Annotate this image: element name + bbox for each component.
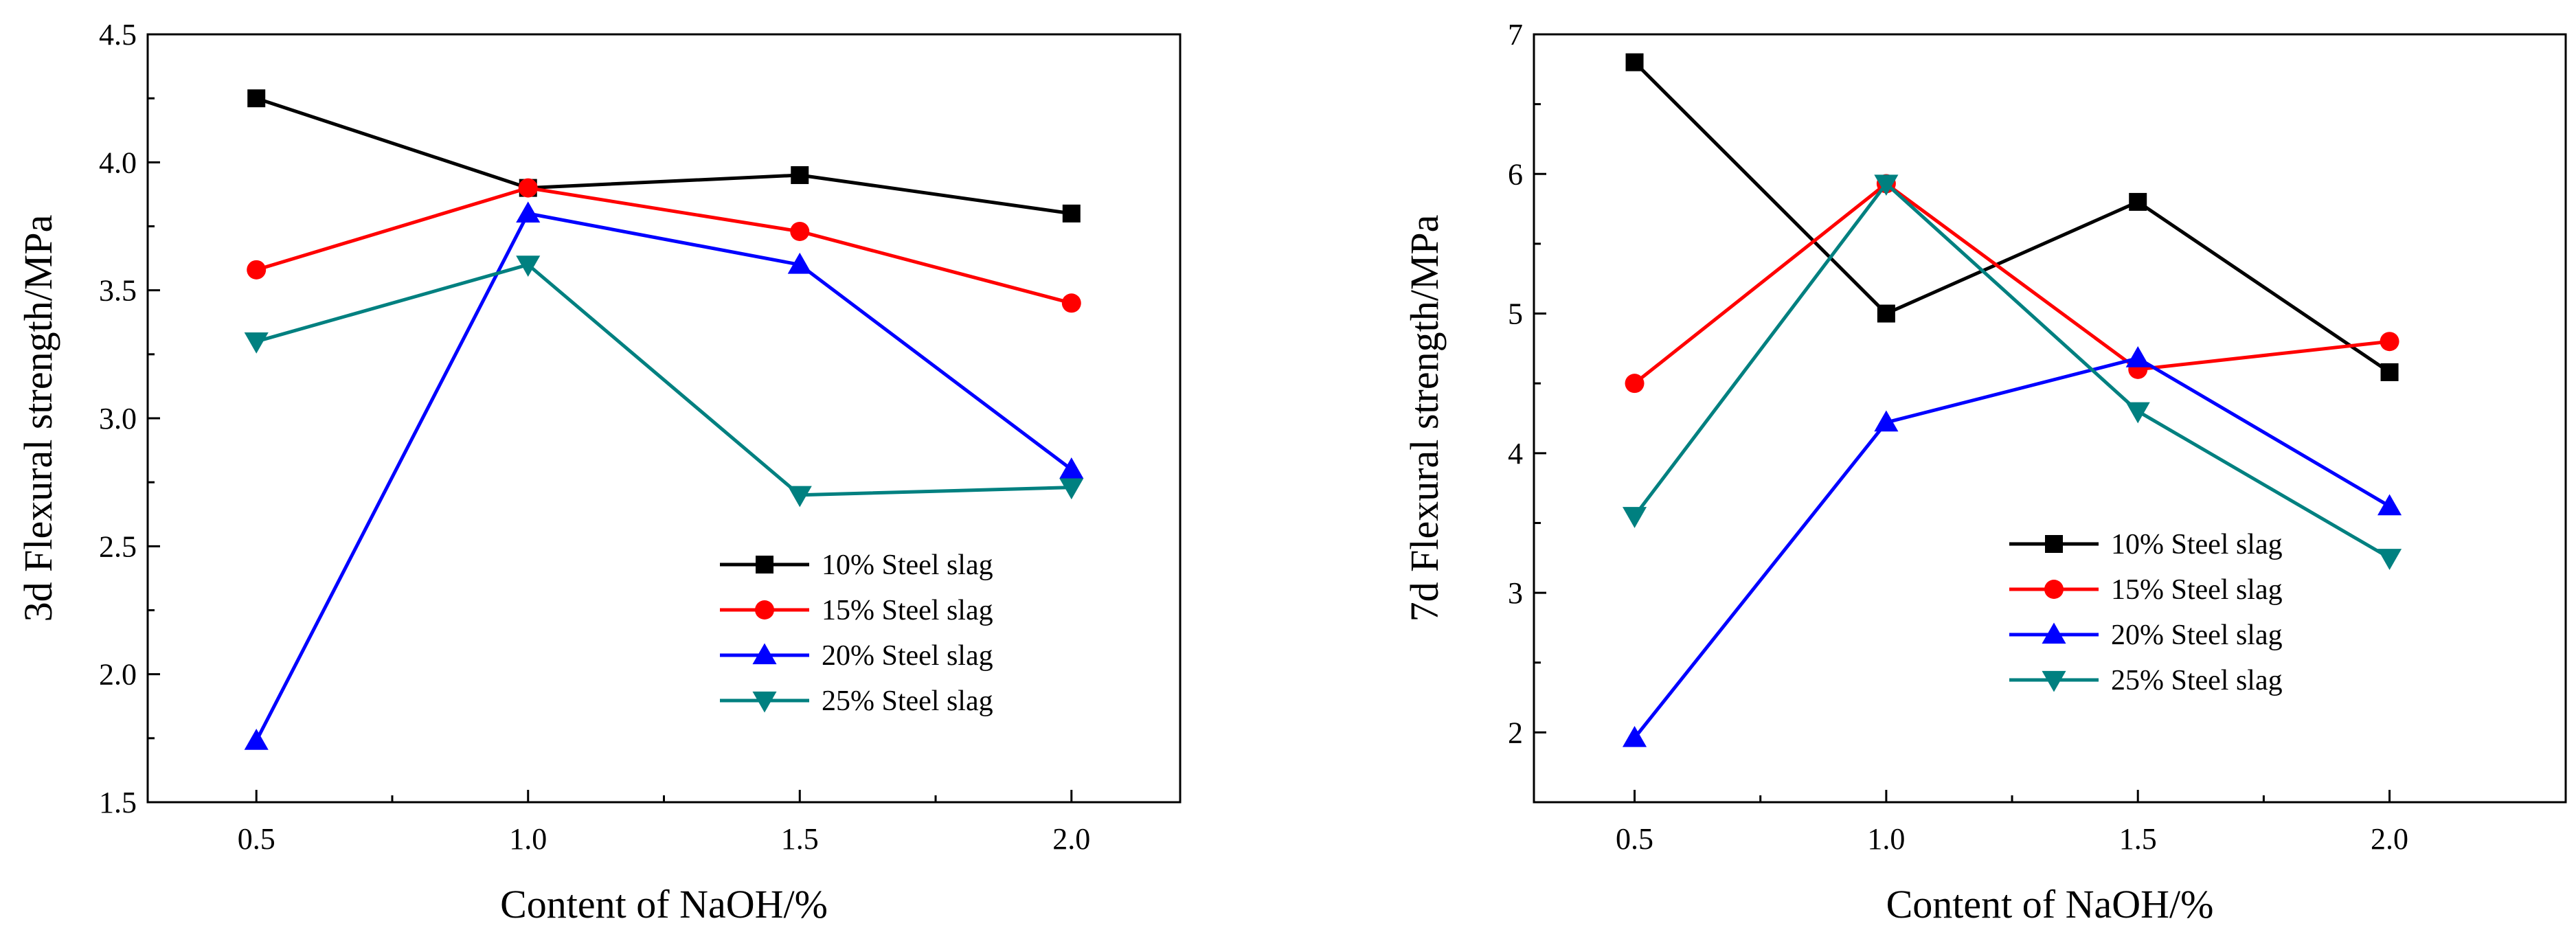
y-tick-label: 1.5 <box>99 786 137 819</box>
y-tick-label: 2.5 <box>99 530 137 563</box>
data-point <box>2377 494 2402 516</box>
y-tick-label: 2.0 <box>99 658 137 692</box>
y-tick-label: 2 <box>1508 716 1523 749</box>
legend: 10% Steel slag 15% Steel slag 20% Steel sl… <box>720 549 993 717</box>
series-line <box>256 186 1072 305</box>
data-point <box>516 201 541 223</box>
legend-label: 20% Steel slag <box>822 640 993 672</box>
series-line <box>1633 182 2391 560</box>
x-tick-label: 2.0 <box>1052 822 1090 856</box>
legend-label: 10% Steel slag <box>2111 529 2283 560</box>
x-tick-label: 1.5 <box>781 822 819 856</box>
series-1 <box>1625 53 2399 381</box>
data-point <box>516 255 541 277</box>
series-2 <box>1625 174 2399 394</box>
y-tick-label: 3.5 <box>99 274 137 308</box>
legend-marker <box>2042 670 2066 692</box>
chart-7d-flexural-strength: 0.5 1.0 1.5 2.0 2 3 4 5 6 7 Content of NaOH/% 7d Fl… <box>1402 18 2567 927</box>
legend-marker <box>752 643 777 665</box>
data-point <box>1062 204 1081 223</box>
plot-frame <box>146 33 1182 804</box>
plot-frame <box>1533 33 2567 804</box>
x-tick-label: 1.0 <box>1867 822 1905 856</box>
y-tick-label: 3.0 <box>99 402 137 435</box>
legend-marker <box>2045 535 2063 553</box>
legend-label: 15% Steel slag <box>2111 574 2283 606</box>
data-point <box>244 729 269 750</box>
legend: 10% Steel slag 15% Steel slag 20% Steel sl… <box>2009 529 2283 696</box>
data-point <box>244 332 269 354</box>
data-point <box>1877 304 1895 323</box>
data-point <box>1874 174 1899 196</box>
data-point <box>1625 53 1644 71</box>
x-tick-label: 0.5 <box>238 822 275 856</box>
data-point <box>2125 402 2150 424</box>
data-point <box>2125 346 2150 367</box>
data-point <box>2380 332 2399 352</box>
y-tick-label: 4.5 <box>99 18 137 52</box>
series-2 <box>247 178 1081 313</box>
x-axis-title: Content of NaOH/% <box>500 882 828 927</box>
legend-label: 15% Steel slag <box>822 595 993 626</box>
data-point <box>1625 374 1645 394</box>
series-line <box>1633 182 2390 385</box>
series-4 <box>1622 174 2402 570</box>
data-point <box>1622 725 1647 747</box>
data-point <box>787 486 812 508</box>
legend-marker <box>2042 622 2066 644</box>
y-tick-label: 4 <box>1508 437 1523 470</box>
data-point <box>790 221 810 241</box>
data-point <box>787 252 812 274</box>
x-tick-label: 0.5 <box>1616 822 1653 856</box>
y-tick-label: 5 <box>1508 297 1523 331</box>
data-point <box>2380 363 2399 381</box>
x-tick-label: 1.0 <box>509 822 547 856</box>
data-point <box>791 166 809 184</box>
series-line <box>1633 356 2391 740</box>
legend-label: 20% Steel slag <box>2111 620 2283 651</box>
legend-marker <box>756 556 773 573</box>
y-tick-label: 6 <box>1508 157 1523 191</box>
series-3 <box>1622 346 2402 747</box>
y-tick-label: 7 <box>1508 18 1523 52</box>
series-line <box>1633 60 2391 374</box>
legend-label: 25% Steel slag <box>822 685 993 717</box>
data-point <box>1059 457 1084 479</box>
data-point <box>2129 192 2147 211</box>
y-tick-label: 4.0 <box>99 146 137 179</box>
data-point <box>247 89 266 108</box>
data-point <box>1874 410 1899 432</box>
legend-label: 10% Steel slag <box>822 549 993 581</box>
x-axis-title: Content of NaOH/% <box>1886 882 2214 927</box>
series-1 <box>247 89 1081 223</box>
series-line <box>256 96 1072 216</box>
data-point <box>247 260 267 280</box>
series-line <box>254 212 1073 742</box>
series-4 <box>244 255 1084 508</box>
y-tick-label: 3 <box>1508 576 1523 610</box>
series-3 <box>244 201 1084 750</box>
y-axis-title: 3d Flexural strength/MPa <box>16 215 60 622</box>
data-point <box>1059 478 1084 500</box>
legend-marker <box>752 691 777 713</box>
data-point <box>1622 507 1647 528</box>
x-tick-label: 1.5 <box>2119 822 2157 856</box>
legend-marker <box>755 600 774 620</box>
series-line <box>256 262 1072 497</box>
legend-label: 25% Steel slag <box>2111 665 2283 696</box>
y-axis-title: 7d Flexural strength/MPa <box>1402 215 1447 622</box>
data-point <box>518 178 538 198</box>
data-point <box>1061 293 1081 313</box>
chart-3d-flexural-strength: 0.5 1.0 1.5 2.0 1.5 2.0 2.5 3.0 3.5 4.0 4.5 Content… <box>16 18 1182 927</box>
legend-marker <box>2044 580 2064 599</box>
data-point <box>2377 549 2402 570</box>
x-tick-label: 2.0 <box>2371 822 2408 856</box>
